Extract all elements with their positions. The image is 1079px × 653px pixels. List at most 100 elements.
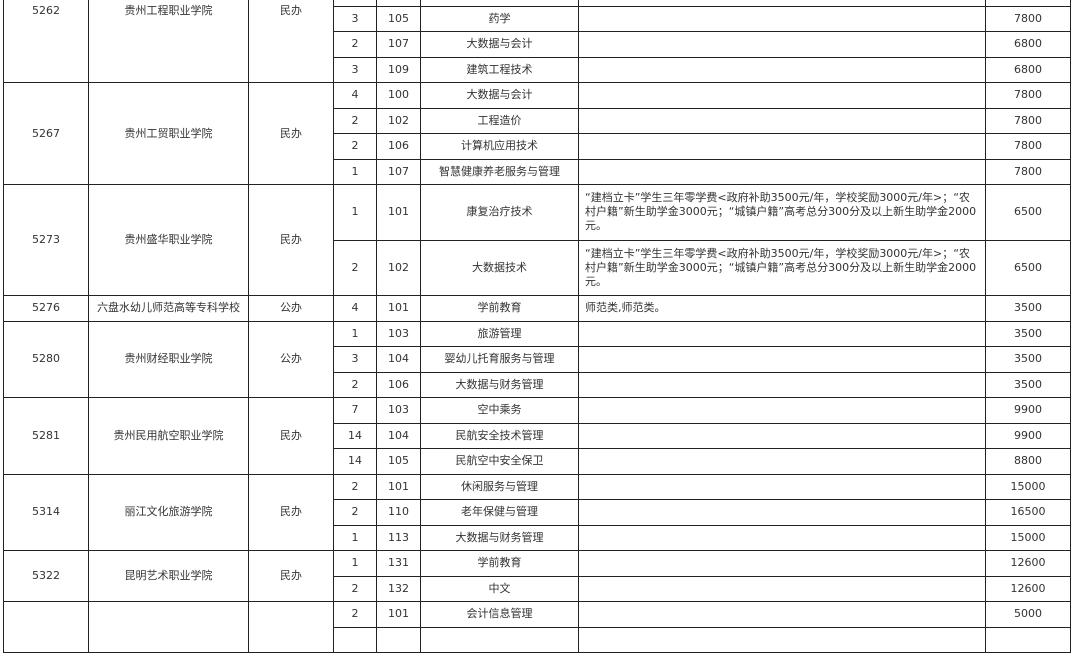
major-code: 105: [376, 5, 421, 32]
enrollment-table: 5262 贵州工程职业学院 民办 3 105 药学 7800 2 107 大数据与会计 6800 3 1…: [3, 0, 1071, 653]
major-name: 婴幼儿托育服务与管理: [420, 346, 579, 373]
tuition-fee: 3500: [985, 346, 1071, 373]
school-type: 民办: [248, 550, 334, 602]
tuition-fee: 8800: [985, 448, 1071, 475]
major-code: 107: [376, 31, 421, 58]
major-code: 109: [376, 56, 421, 83]
tuition-fee: 3500: [985, 371, 1071, 398]
notes: [578, 524, 986, 551]
major-code: 104: [376, 346, 421, 373]
table-row: 1 113 大数据与财务管理 15000: [4, 524, 1071, 551]
school-code: 5281: [3, 397, 89, 475]
notes: [578, 575, 986, 602]
major-code: 110: [376, 499, 421, 526]
table-row: 2 106 大数据与财务管理 3500: [4, 371, 1071, 398]
major-code: 106: [376, 133, 421, 160]
plan-count: 1: [333, 158, 377, 185]
tuition-fee: 3500: [985, 295, 1071, 322]
major-name: 康复治疗技术: [420, 184, 579, 241]
school-name: 贵州工程职业学院: [88, 0, 249, 83]
table-row: 5267 贵州工贸职业学院 民办 4 100 大数据与会计 7800: [3, 82, 1071, 185]
major-name: 旅游管理: [420, 320, 579, 347]
school-type: 民办: [248, 184, 334, 296]
tuition-fee: 9900: [985, 397, 1071, 424]
major-name: 大数据与会计: [420, 82, 579, 109]
notes: 师范类,师范类。: [578, 295, 986, 322]
tuition-fee: 9900: [985, 422, 1071, 449]
major-name: 大数据与财务管理: [420, 524, 579, 551]
tuition-fee: 7800: [985, 158, 1071, 185]
plan-count: 14: [333, 422, 377, 449]
major-name: 中文: [420, 575, 579, 602]
major-code: 102: [376, 107, 421, 134]
plan-count: 7: [333, 397, 377, 424]
school-type: 民办: [248, 397, 334, 475]
major-name: 药学: [420, 5, 579, 32]
notes: [578, 133, 986, 160]
notes: “建档立卡”学生三年零学费<政府补助3500元/年，学校奖励3000元/年>；“…: [578, 239, 986, 296]
table-row: 2 106 计算机应用技术 7800: [4, 133, 1071, 160]
plan-count: 2: [333, 575, 377, 602]
school-name: 贵州盛华职业学院: [88, 184, 249, 296]
notes: [578, 448, 986, 475]
plan-count: 3: [333, 56, 377, 83]
major-name: 计算机应用技术: [420, 133, 579, 160]
school-type: [248, 601, 334, 653]
school-name: 贵州工贸职业学院: [88, 82, 249, 185]
plan-count: 2: [333, 107, 377, 134]
major-name: 休闲服务与管理: [420, 473, 579, 500]
school-code: 5276: [3, 295, 89, 322]
table-row: 5281 贵州民用航空职业学院 民办 7 103 空中乘务 9900: [3, 397, 1071, 475]
table-row: 2 132 中文 12600: [4, 575, 1071, 602]
plan-count: 2: [333, 133, 377, 160]
notes: [578, 422, 986, 449]
table-row: 5273 贵州盛华职业学院 民办 1 101 康复治疗技术 “建档立卡”学生三年零学费<政府…: [3, 184, 1071, 296]
school-type: 民办: [248, 473, 334, 551]
major-code: 113: [376, 524, 421, 551]
plan-count: 3: [333, 5, 377, 32]
notes: [578, 499, 986, 526]
notes: [578, 320, 986, 347]
tuition-fee: 6800: [985, 31, 1071, 58]
plan-count: 4: [333, 295, 377, 322]
school-type: 民办: [248, 0, 334, 83]
table-row: 2 102 工程造价 7800: [4, 107, 1071, 134]
major-name: 空中乘务: [420, 397, 579, 424]
tuition-fee: 7800: [985, 107, 1071, 134]
school-name: [88, 601, 249, 653]
plan-count: 3: [333, 346, 377, 373]
school-code: 5273: [3, 184, 89, 296]
notes: [578, 82, 986, 109]
plan-count: 4: [333, 82, 377, 109]
school-name: 丽江文化旅游学院: [88, 473, 249, 551]
school-type: 公办: [248, 320, 334, 398]
school-code: 5280: [3, 320, 89, 398]
school-type: 公办: [248, 295, 334, 322]
table-row: 2 102 大数据技术 “建档立卡”学生三年零学费<政府补助3500元/年，学校奖励3…: [4, 239, 1071, 296]
major-name: 智慧健康养老服务与管理: [420, 158, 579, 185]
school-code: 5267: [3, 82, 89, 185]
tuition-fee: 15000: [985, 524, 1071, 551]
major-code: 101: [376, 184, 421, 241]
major-code: 102: [376, 239, 421, 296]
major-code: 101: [376, 295, 421, 322]
plan-count: 1: [333, 550, 377, 577]
table-row: 5322 昆明艺术职业学院 民办 1 131 学前教育 12600: [3, 550, 1071, 602]
major-code: 107: [376, 158, 421, 185]
tuition-fee: 7800: [985, 5, 1071, 32]
notes: [578, 397, 986, 424]
notes: [578, 626, 986, 653]
tuition-fee: 5000: [985, 601, 1071, 628]
tuition-fee: 12600: [985, 550, 1071, 577]
notes: [578, 56, 986, 83]
plan-count: 2: [333, 601, 377, 628]
major-code: 104: [376, 422, 421, 449]
major-name: 工程造价: [420, 107, 579, 134]
notes: [578, 346, 986, 373]
school-code: 5322: [3, 550, 89, 602]
major-name: 大数据技术: [420, 239, 579, 296]
major-name: 会计信息管理: [420, 601, 579, 628]
plan-count: 2: [333, 239, 377, 296]
notes: [578, 5, 986, 32]
tuition-fee: 15000: [985, 473, 1071, 500]
